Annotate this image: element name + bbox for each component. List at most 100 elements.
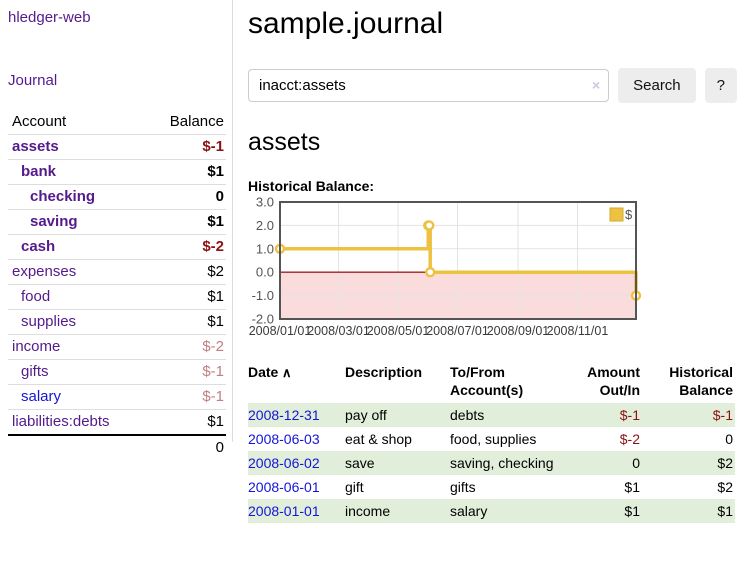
help-button[interactable]: ? [704, 68, 737, 103]
transaction-balance-cell: $-1 [712, 407, 733, 423]
transaction-date-link[interactable]: 2008-06-03 [248, 431, 320, 447]
search-button[interactable]: Search [618, 68, 696, 103]
register-header-amount: Amount Out/In [587, 364, 640, 398]
account-row: expenses $2 [8, 259, 226, 284]
transaction-row: 2008-01-01 income salary $1 $1 [248, 499, 735, 523]
account-balance: 0 [215, 188, 224, 205]
account-row: salary $-1 [8, 384, 226, 409]
svg-text:-2.0: -2.0 [252, 312, 274, 327]
transaction-date-link[interactable]: 2008-06-01 [248, 479, 320, 495]
account-balance: $-2 [202, 238, 224, 255]
svg-text:3.0: 3.0 [256, 197, 274, 210]
accounts-header-balance: Balance [169, 113, 224, 130]
sidebar: hledger-web Journal Account Balance asse… [0, 0, 233, 456]
transaction-amount-cell: $1 [624, 479, 640, 495]
transaction-accounts-cell: salary [450, 503, 488, 519]
register-table-body: 2008-12-31 pay off debts $-1 $-1 2008-06-03 ea… [248, 403, 735, 523]
transaction-accounts-cell: saving, checking [450, 455, 554, 471]
transaction-amount-cell: $-1 [619, 407, 640, 423]
register-table: Date ∧ Description To/From Account(s) Amount… [248, 360, 735, 523]
transaction-date-cell: 2008-01-01 [248, 499, 345, 523]
transaction-balance-cell: $1 [717, 503, 733, 519]
transaction-amount-cell: 0 [632, 455, 640, 471]
app-brand-link[interactable]: hledger-web [8, 9, 91, 26]
transaction-date-cell: 2008-06-01 [248, 475, 345, 499]
account-link[interactable]: gifts [21, 363, 49, 380]
main-content: sample.journal × Search ? assets Histori… [248, 0, 737, 523]
account-link[interactable]: bank [21, 163, 57, 180]
sidebar-item-journal[interactable]: Journal [8, 72, 58, 89]
account-link[interactable]: saving [30, 213, 78, 230]
account-row: saving $1 [8, 209, 226, 234]
transaction-amount-cell: $1 [624, 503, 640, 519]
transaction-date-link[interactable]: 2008-01-01 [248, 503, 320, 519]
account-balance: $-1 [202, 138, 224, 155]
account-link[interactable]: supplies [21, 313, 77, 330]
account-row: supplies $1 [8, 309, 226, 334]
account-balance: $1 [207, 313, 224, 330]
transaction-balance-cell: $2 [717, 455, 733, 471]
account-link[interactable]: checking [30, 188, 96, 205]
register-table-head: Date ∧ Description To/From Account(s) Amount… [248, 360, 735, 403]
clear-search-icon[interactable]: × [591, 77, 601, 93]
svg-text:2008/05/01: 2008/05/01 [367, 324, 430, 338]
svg-text:2008/11/01: 2008/11/01 [547, 324, 609, 338]
register-header-date[interactable]: Date ∧ [248, 364, 292, 380]
register-header-description: Description [345, 364, 423, 380]
account-row: cash $-2 [8, 234, 226, 259]
transaction-balance-cell: 0 [725, 431, 733, 447]
sort-ascending-icon[interactable]: ∧ [278, 365, 292, 380]
svg-text:2008/03/01: 2008/03/01 [307, 324, 370, 338]
svg-text:-1.0: -1.0 [252, 288, 274, 303]
transaction-date-cell: 2008-12-31 [248, 403, 345, 427]
transaction-amount-cell: $-2 [619, 431, 640, 447]
accounts-header-account: Account [12, 113, 67, 130]
svg-text:2.0: 2.0 [256, 218, 274, 233]
search-input[interactable] [248, 69, 610, 102]
transaction-date-link[interactable]: 2008-12-31 [248, 407, 320, 423]
account-balance: $2 [207, 263, 224, 280]
page-title: sample.journal [248, 7, 444, 40]
accounts-table: Account Balance assets $-1 bank $1 checking 0… [8, 110, 226, 460]
transaction-description-cell: gift [345, 479, 364, 495]
account-balance: $1 [207, 413, 224, 430]
account-link[interactable]: food [21, 288, 51, 305]
transaction-description-cell: pay off [345, 407, 387, 423]
svg-text:2008/09/01: 2008/09/01 [487, 324, 550, 338]
legend-label: $ [625, 207, 633, 222]
account-balance: $-2 [202, 338, 224, 355]
account-link[interactable]: salary [21, 388, 62, 405]
account-link[interactable]: assets [12, 138, 59, 155]
account-link[interactable]: income [12, 338, 61, 355]
account-link[interactable]: liabilities:debts [12, 413, 110, 430]
account-link[interactable]: cash [21, 238, 56, 255]
chart-title: Historical Balance: [248, 178, 375, 194]
account-link[interactable]: expenses [12, 263, 77, 280]
transaction-row: 2008-12-31 pay off debts $-1 $-1 [248, 403, 735, 427]
account-balance: $1 [207, 163, 224, 180]
transaction-date-cell: 2008-06-02 [248, 451, 345, 475]
transaction-row: 2008-06-01 gift gifts $1 $2 [248, 475, 735, 499]
accounts-total-row: 0 [8, 434, 226, 460]
svg-text:2008/07/01: 2008/07/01 [426, 324, 489, 338]
account-balance: $-1 [202, 363, 224, 380]
historical-balance-plot: $3.0 2.0 1.0 0.0 -1.0 -2.02008/01/012008/03/0… [249, 195, 642, 338]
account-balance: $1 [207, 213, 224, 230]
account-row: checking 0 [8, 184, 226, 209]
transaction-date-cell: 2008-06-03 [248, 427, 345, 451]
svg-text:0.0: 0.0 [256, 265, 274, 280]
transaction-description-cell: income [345, 503, 391, 519]
transaction-accounts-cell: gifts [450, 479, 476, 495]
search-form: × Search ? [248, 68, 737, 103]
register-header-tofrom: To/From Account(s) [450, 364, 524, 398]
account-row: assets $-1 [8, 134, 226, 159]
transaction-accounts-cell: debts [450, 407, 485, 423]
account-row: bank $1 [8, 159, 226, 184]
svg-text:1.0: 1.0 [256, 241, 274, 256]
transaction-description-cell: save [345, 455, 375, 471]
register-header-historical: Historical Balance [669, 364, 733, 398]
transaction-date-link[interactable]: 2008-06-02 [248, 455, 320, 471]
search-box: × [248, 69, 610, 102]
account-heading: assets [248, 128, 321, 156]
account-balance: $1 [207, 288, 224, 305]
